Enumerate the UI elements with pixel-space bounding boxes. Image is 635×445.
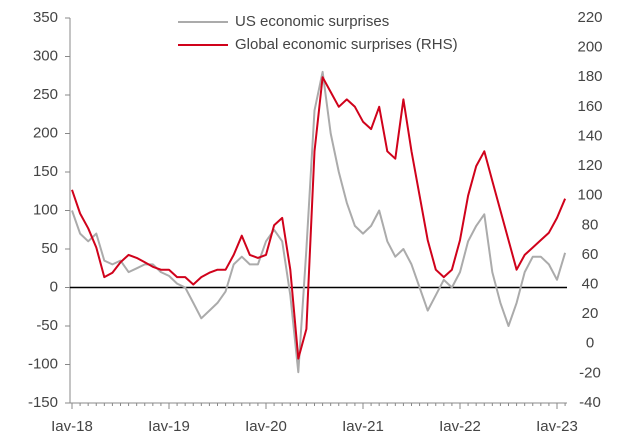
series-line bbox=[71, 70, 567, 374]
y-tick-label: 250 bbox=[33, 86, 58, 103]
y-tick-label: 200 bbox=[33, 124, 58, 141]
y2-tick-label: 160 bbox=[577, 98, 602, 115]
y2-tick-label: -40 bbox=[579, 394, 601, 411]
y2-tick-label: 40 bbox=[582, 276, 599, 293]
y2-tick-label: 60 bbox=[582, 246, 599, 263]
x-tick-label: Iav-23 bbox=[536, 418, 578, 435]
x-tick-label: Iav-18 bbox=[51, 418, 93, 435]
y2-tick-label: 220 bbox=[577, 9, 602, 26]
y-tick-label: 300 bbox=[33, 47, 58, 64]
y2-tick-label: 180 bbox=[577, 68, 602, 85]
x-tick-label: Iav-19 bbox=[148, 418, 190, 435]
y-tick-label: 0 bbox=[50, 278, 58, 295]
y2-tick-label: 200 bbox=[577, 39, 602, 56]
y2-tick-label: 140 bbox=[577, 127, 602, 144]
legend-label: US economic surprises bbox=[235, 13, 389, 30]
y2-tick-label: 20 bbox=[582, 305, 599, 322]
y2-tick-label: 100 bbox=[577, 187, 602, 204]
y2-tick-label: 0 bbox=[586, 335, 594, 352]
y-tick-label: 100 bbox=[33, 201, 58, 218]
y2-tick-label: 120 bbox=[577, 157, 602, 174]
y-tick-label: -50 bbox=[36, 317, 58, 334]
legend-label: Global economic surprises (RHS) bbox=[235, 36, 458, 53]
y-tick-label: 350 bbox=[33, 9, 58, 26]
series-line bbox=[71, 76, 567, 360]
y-tick-label: 150 bbox=[33, 163, 58, 180]
x-tick-label: Iav-22 bbox=[439, 418, 481, 435]
y-tick-label: -150 bbox=[28, 394, 58, 411]
x-tick-label: Iav-21 bbox=[342, 418, 384, 435]
y-tick-label: -100 bbox=[28, 355, 58, 372]
y2-tick-label: -20 bbox=[579, 364, 601, 381]
y-tick-label: 50 bbox=[41, 240, 58, 257]
x-tick-label: Iav-20 bbox=[245, 418, 287, 435]
y2-tick-label: 80 bbox=[582, 216, 599, 233]
